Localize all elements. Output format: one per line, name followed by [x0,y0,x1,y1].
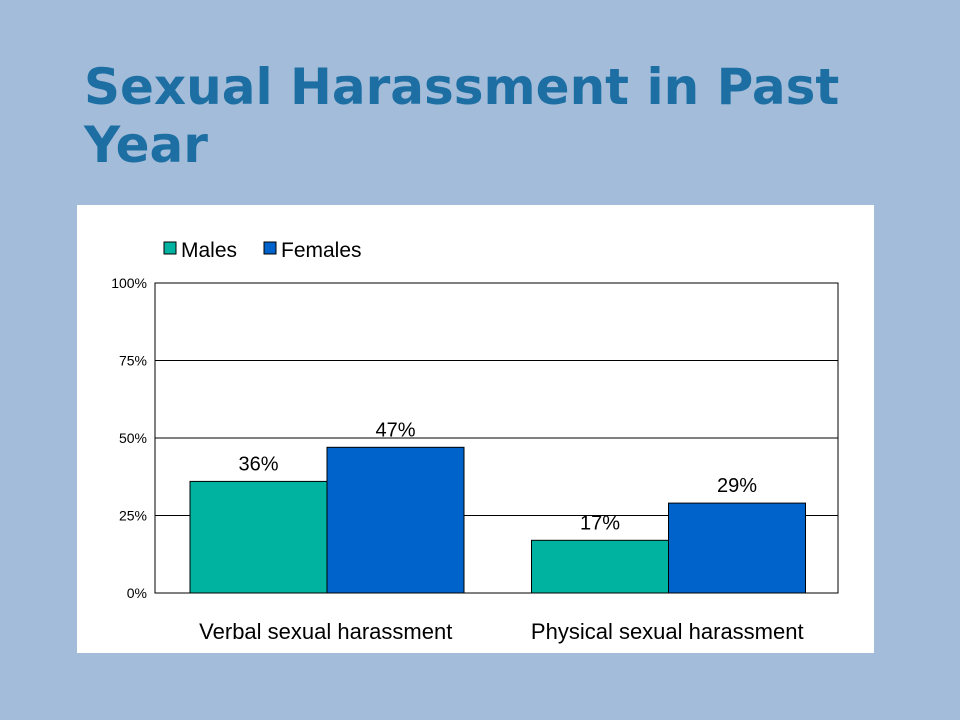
data-label: 29% [717,475,757,497]
bar-chart: 0% 25% 50% 75% 100% 36% 47% Verbal sexual haras… [111,239,839,644]
y-tick-label: 100% [111,275,147,291]
y-tick-label: 0% [127,585,147,601]
x-category-label: Physical sexual harassment [531,619,804,644]
bar-females-2 [668,502,806,594]
slide-title: Sexual Harassment in Past Year [84,58,840,174]
data-label: 17% [580,512,620,534]
data-label: 47% [375,419,415,441]
y-tick-label: 50% [119,430,147,446]
bar-males-1 [189,480,328,594]
legend-swatch-females [263,241,277,255]
bar-females-1 [326,446,465,594]
y-tick-label: 25% [119,508,147,524]
legend-label-females: Females [281,239,362,262]
y-tick-label: 75% [119,353,147,369]
legend-swatch-males [163,241,177,255]
data-label: 36% [238,453,278,475]
plot-frame [154,282,839,594]
bar-males-2 [531,539,669,594]
chart-panel: 0% 25% 50% 75% 100% 36% 47% Verbal sexual haras… [77,205,874,653]
legend-label-males: Males [181,239,237,262]
x-category-label: Verbal sexual harassment [199,619,452,644]
